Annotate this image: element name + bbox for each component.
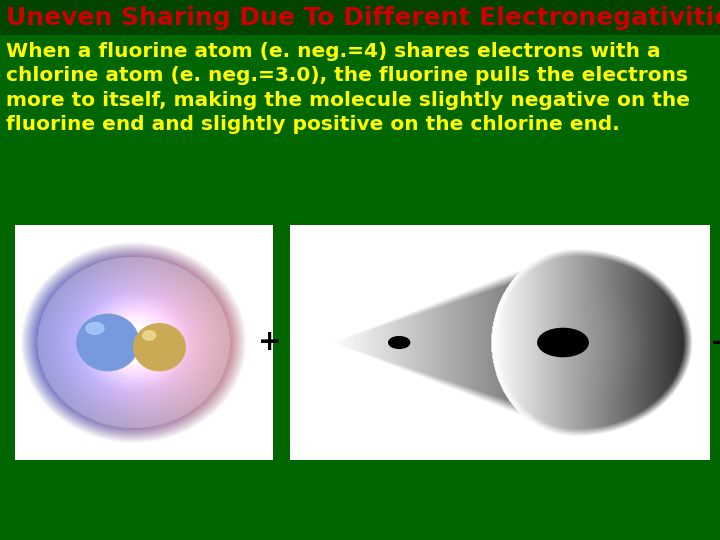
Bar xyxy=(0,0,720,35)
Ellipse shape xyxy=(143,330,156,340)
Circle shape xyxy=(134,323,185,370)
Circle shape xyxy=(538,328,588,356)
Bar xyxy=(134,342,139,349)
Text: Uneven Sharing Due To Different Electronegativities: Uneven Sharing Due To Different Electron… xyxy=(6,6,720,30)
Text: When a fluorine atom (e. neg.=4) shares electrons with a
chlorine atom (e. neg.=: When a fluorine atom (e. neg.=4) shares … xyxy=(6,42,690,134)
Bar xyxy=(15,225,273,460)
Text: −: − xyxy=(711,328,720,356)
Ellipse shape xyxy=(86,322,104,334)
Text: +: + xyxy=(258,328,282,356)
Circle shape xyxy=(77,314,139,370)
Circle shape xyxy=(389,336,410,348)
Bar xyxy=(290,225,710,460)
